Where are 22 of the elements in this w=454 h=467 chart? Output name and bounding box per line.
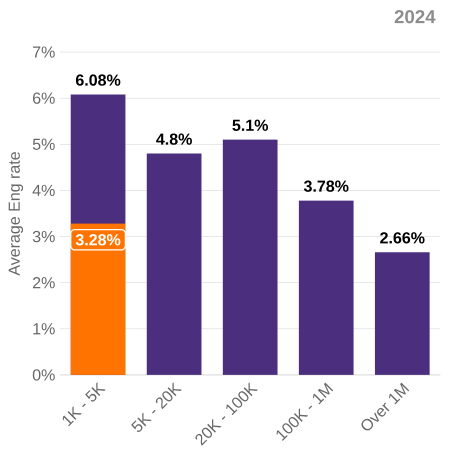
y-tick-label: 7% xyxy=(33,46,55,58)
x-tick-label: 5K - 20K xyxy=(131,382,182,432)
y-tick-label: 6% xyxy=(33,92,55,104)
bar xyxy=(222,140,278,375)
y-tick-label: 0% xyxy=(32,369,55,381)
data-label: 4.8% xyxy=(156,133,192,145)
bar xyxy=(375,252,430,375)
data-label: 3.78% xyxy=(304,180,349,192)
x-tick-label: 1K - 5K xyxy=(62,382,106,426)
chart-title: 2024 xyxy=(394,10,436,24)
data-label: 5.1% xyxy=(232,120,268,131)
y-tick-label: 3% xyxy=(32,230,55,242)
y-tick-label: 1% xyxy=(34,323,55,334)
y-tick-label: 2% xyxy=(33,277,55,288)
y-tick-label: 4% xyxy=(32,184,55,196)
data-label: 3.28% xyxy=(76,234,121,246)
data-label: 2.66% xyxy=(380,232,425,244)
y-axis-title: Average Eng rate xyxy=(8,152,24,276)
bar xyxy=(146,154,202,375)
data-label: 6.08% xyxy=(76,74,121,86)
bar xyxy=(299,200,354,375)
y-tick-label: 5% xyxy=(33,138,55,150)
